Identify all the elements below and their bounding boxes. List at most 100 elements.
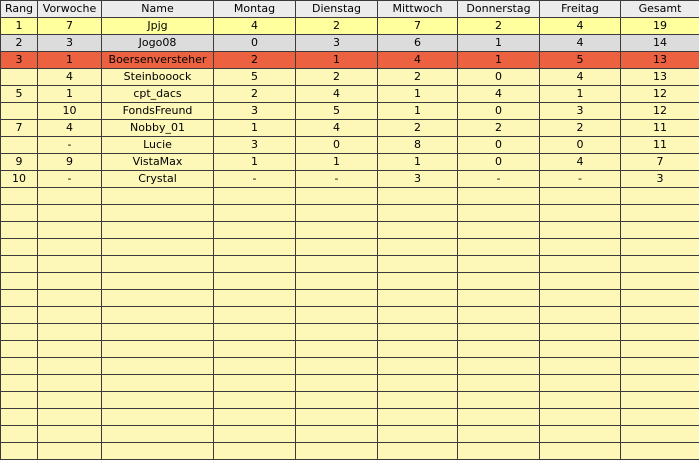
empty-cell: [1, 273, 38, 290]
empty-cell: [458, 239, 540, 256]
empty-cell: [378, 324, 458, 341]
table-cell: Lucie: [102, 137, 214, 154]
empty-cell: [621, 358, 699, 375]
empty-cell: [458, 392, 540, 409]
empty-cell: [38, 409, 102, 426]
table-cell: 4: [296, 86, 378, 103]
empty-cell: [540, 239, 621, 256]
table-cell: 2: [296, 69, 378, 86]
table-cell: 1: [540, 86, 621, 103]
table-cell: 3: [38, 35, 102, 52]
table-cell: 0: [296, 137, 378, 154]
table-cell: -: [458, 171, 540, 188]
empty-cell: [1, 443, 38, 460]
empty-cell: [378, 239, 458, 256]
empty-row: [1, 324, 699, 341]
empty-cell: [1, 290, 38, 307]
table-cell: 9: [38, 154, 102, 171]
table-cell: [1, 137, 38, 154]
empty-cell: [1, 341, 38, 358]
empty-cell: [378, 375, 458, 392]
table-cell: 4: [540, 154, 621, 171]
empty-cell: [296, 324, 378, 341]
table-cell: 11: [621, 137, 699, 154]
table-cell: 4: [378, 52, 458, 69]
table-cell: Crystal: [102, 171, 214, 188]
empty-cell: [621, 392, 699, 409]
empty-cell: [102, 239, 214, 256]
table-cell: Nobby_01: [102, 120, 214, 137]
empty-cell: [102, 290, 214, 307]
empty-row: [1, 409, 699, 426]
table-cell: 1: [378, 154, 458, 171]
empty-cell: [621, 341, 699, 358]
table-cell: 1: [214, 120, 296, 137]
empty-cell: [296, 392, 378, 409]
table-cell: 6: [378, 35, 458, 52]
empty-row: [1, 358, 699, 375]
empty-cell: [378, 307, 458, 324]
empty-row: [1, 205, 699, 222]
empty-cell: [38, 324, 102, 341]
empty-cell: [540, 188, 621, 205]
empty-cell: [102, 392, 214, 409]
empty-cell: [621, 307, 699, 324]
empty-cell: [296, 273, 378, 290]
empty-cell: [621, 324, 699, 341]
empty-cell: [540, 273, 621, 290]
table-cell: 7: [621, 154, 699, 171]
table-cell: 7: [378, 18, 458, 35]
empty-cell: [378, 188, 458, 205]
empty-cell: [458, 222, 540, 239]
empty-cell: [378, 341, 458, 358]
empty-cell: [621, 290, 699, 307]
empty-cell: [214, 188, 296, 205]
empty-cell: [38, 375, 102, 392]
table-cell: 3: [540, 103, 621, 120]
empty-row: [1, 375, 699, 392]
empty-cell: [458, 375, 540, 392]
table-cell: 11: [621, 120, 699, 137]
table-cell: -: [540, 171, 621, 188]
empty-cell: [540, 307, 621, 324]
empty-cell: [458, 290, 540, 307]
empty-cell: [38, 341, 102, 358]
empty-cell: [214, 375, 296, 392]
table-cell: 1: [214, 154, 296, 171]
table-cell: 2: [378, 69, 458, 86]
table-cell: 4: [214, 18, 296, 35]
table-cell: 1: [458, 35, 540, 52]
table-cell: Boersenversteher: [102, 52, 214, 69]
table-cell: 3: [214, 137, 296, 154]
empty-cell: [1, 222, 38, 239]
table-cell: 2: [214, 52, 296, 69]
empty-row: [1, 188, 699, 205]
table-cell: VistaMax: [102, 154, 214, 171]
table-cell: cpt_dacs: [102, 86, 214, 103]
empty-cell: [378, 205, 458, 222]
empty-cell: [102, 273, 214, 290]
table-cell: 1: [1, 18, 38, 35]
table-cell: 0: [540, 137, 621, 154]
empty-cell: [540, 426, 621, 443]
empty-cell: [102, 341, 214, 358]
empty-cell: [296, 222, 378, 239]
empty-cell: [458, 409, 540, 426]
empty-cell: [540, 222, 621, 239]
empty-cell: [296, 239, 378, 256]
empty-cell: [1, 324, 38, 341]
empty-cell: [540, 256, 621, 273]
empty-row: [1, 239, 699, 256]
empty-cell: [296, 409, 378, 426]
table-cell: 3: [296, 35, 378, 52]
table-cell: 2: [1, 35, 38, 52]
header-cell: Gesamt: [621, 1, 699, 18]
empty-cell: [102, 256, 214, 273]
empty-cell: [102, 409, 214, 426]
table-cell: Jogo08: [102, 35, 214, 52]
empty-cell: [378, 222, 458, 239]
